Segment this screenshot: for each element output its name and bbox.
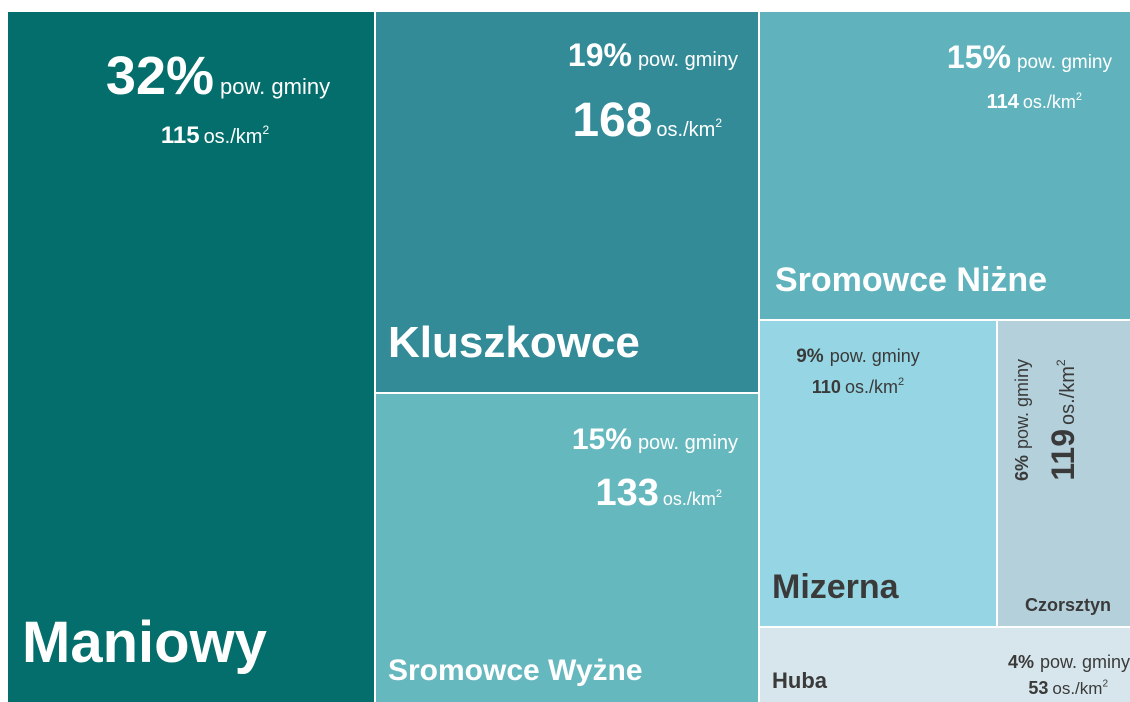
density-unit: os./km <box>1057 366 1079 425</box>
share-suffix: pow. gminy <box>830 346 920 366</box>
density-unit-sup: 2 <box>898 376 904 388</box>
density-unit-sup: 2 <box>1076 91 1082 103</box>
density-label: 133 os./km2 <box>595 472 722 514</box>
density-unit-sup: 2 <box>716 488 722 500</box>
share-value: 4% <box>1008 652 1034 672</box>
tile-name: Maniowy <box>22 610 267 675</box>
share-label: 6% pow. gminy <box>1012 359 1032 481</box>
density-value: 53 <box>1028 678 1048 698</box>
density-label: 119 os./km2 <box>1045 359 1081 481</box>
tile <box>998 321 1130 626</box>
share-label: 9% pow. gminy <box>796 346 920 367</box>
share-label: 4% pow. gminy <box>1008 652 1130 672</box>
density-label: 53 os./km2 <box>1028 678 1108 698</box>
tile-name: Sromowce Niżne <box>775 261 1047 299</box>
tile-name: Czorsztyn <box>1025 595 1111 615</box>
density-unit: os./km <box>1052 679 1102 698</box>
share-value: 6% <box>1012 455 1032 481</box>
tile <box>760 628 1130 702</box>
density-unit-sup: 2 <box>262 123 269 137</box>
density-value: 133 <box>595 472 658 514</box>
share-suffix: pow. gminy <box>1017 52 1113 73</box>
density-unit: os./km <box>663 489 716 509</box>
density-unit: os./km <box>656 119 715 141</box>
share-label: 15% pow. gminy <box>572 423 738 456</box>
share-suffix: pow. gminy <box>638 49 738 71</box>
density-unit: os./km <box>845 377 898 397</box>
tile <box>8 12 374 702</box>
share-value: 15% <box>947 39 1011 75</box>
density-value: 114 <box>987 91 1020 113</box>
tile <box>376 12 758 392</box>
share-value: 9% <box>796 346 824 367</box>
share-value: 32% <box>106 46 214 106</box>
density-label: 114 os./km2 <box>987 91 1082 113</box>
tile-name: Mizerna <box>772 568 900 606</box>
density-value: 168 <box>572 94 652 147</box>
share-label: 19% pow. gminy <box>568 37 738 73</box>
share-value: 15% <box>572 423 632 456</box>
density-value: 115 <box>161 122 200 149</box>
tile <box>760 12 1130 319</box>
density-unit-sup: 2 <box>1054 359 1068 366</box>
share-suffix: pow. gminy <box>1012 359 1032 449</box>
density-label: 110 os./km2 <box>812 376 904 397</box>
share-suffix: pow. gminy <box>1040 652 1130 672</box>
tile-name: Sromowce Wyżne <box>388 654 643 687</box>
density-label: 168 os./km2 <box>572 94 722 147</box>
share-label: 32% pow. gminy <box>106 46 330 106</box>
density-value: 110 <box>812 377 841 397</box>
share-label: 15% pow. gminy <box>947 39 1113 75</box>
share-suffix: pow. gminy <box>220 74 330 99</box>
density-unit-sup: 2 <box>715 116 722 130</box>
density-label: 115 os./km2 <box>161 122 270 149</box>
density-unit: os./km <box>204 126 263 148</box>
share-value: 19% <box>568 37 632 73</box>
tile-name: Huba <box>772 668 828 693</box>
share-suffix: pow. gminy <box>638 432 738 454</box>
density-unit-sup: 2 <box>1102 678 1108 689</box>
density-value: 119 <box>1045 429 1081 481</box>
density-unit: os./km <box>1023 92 1076 112</box>
tile <box>376 394 758 702</box>
tile-name: Kluszkowce <box>388 318 640 367</box>
tile <box>760 321 996 626</box>
